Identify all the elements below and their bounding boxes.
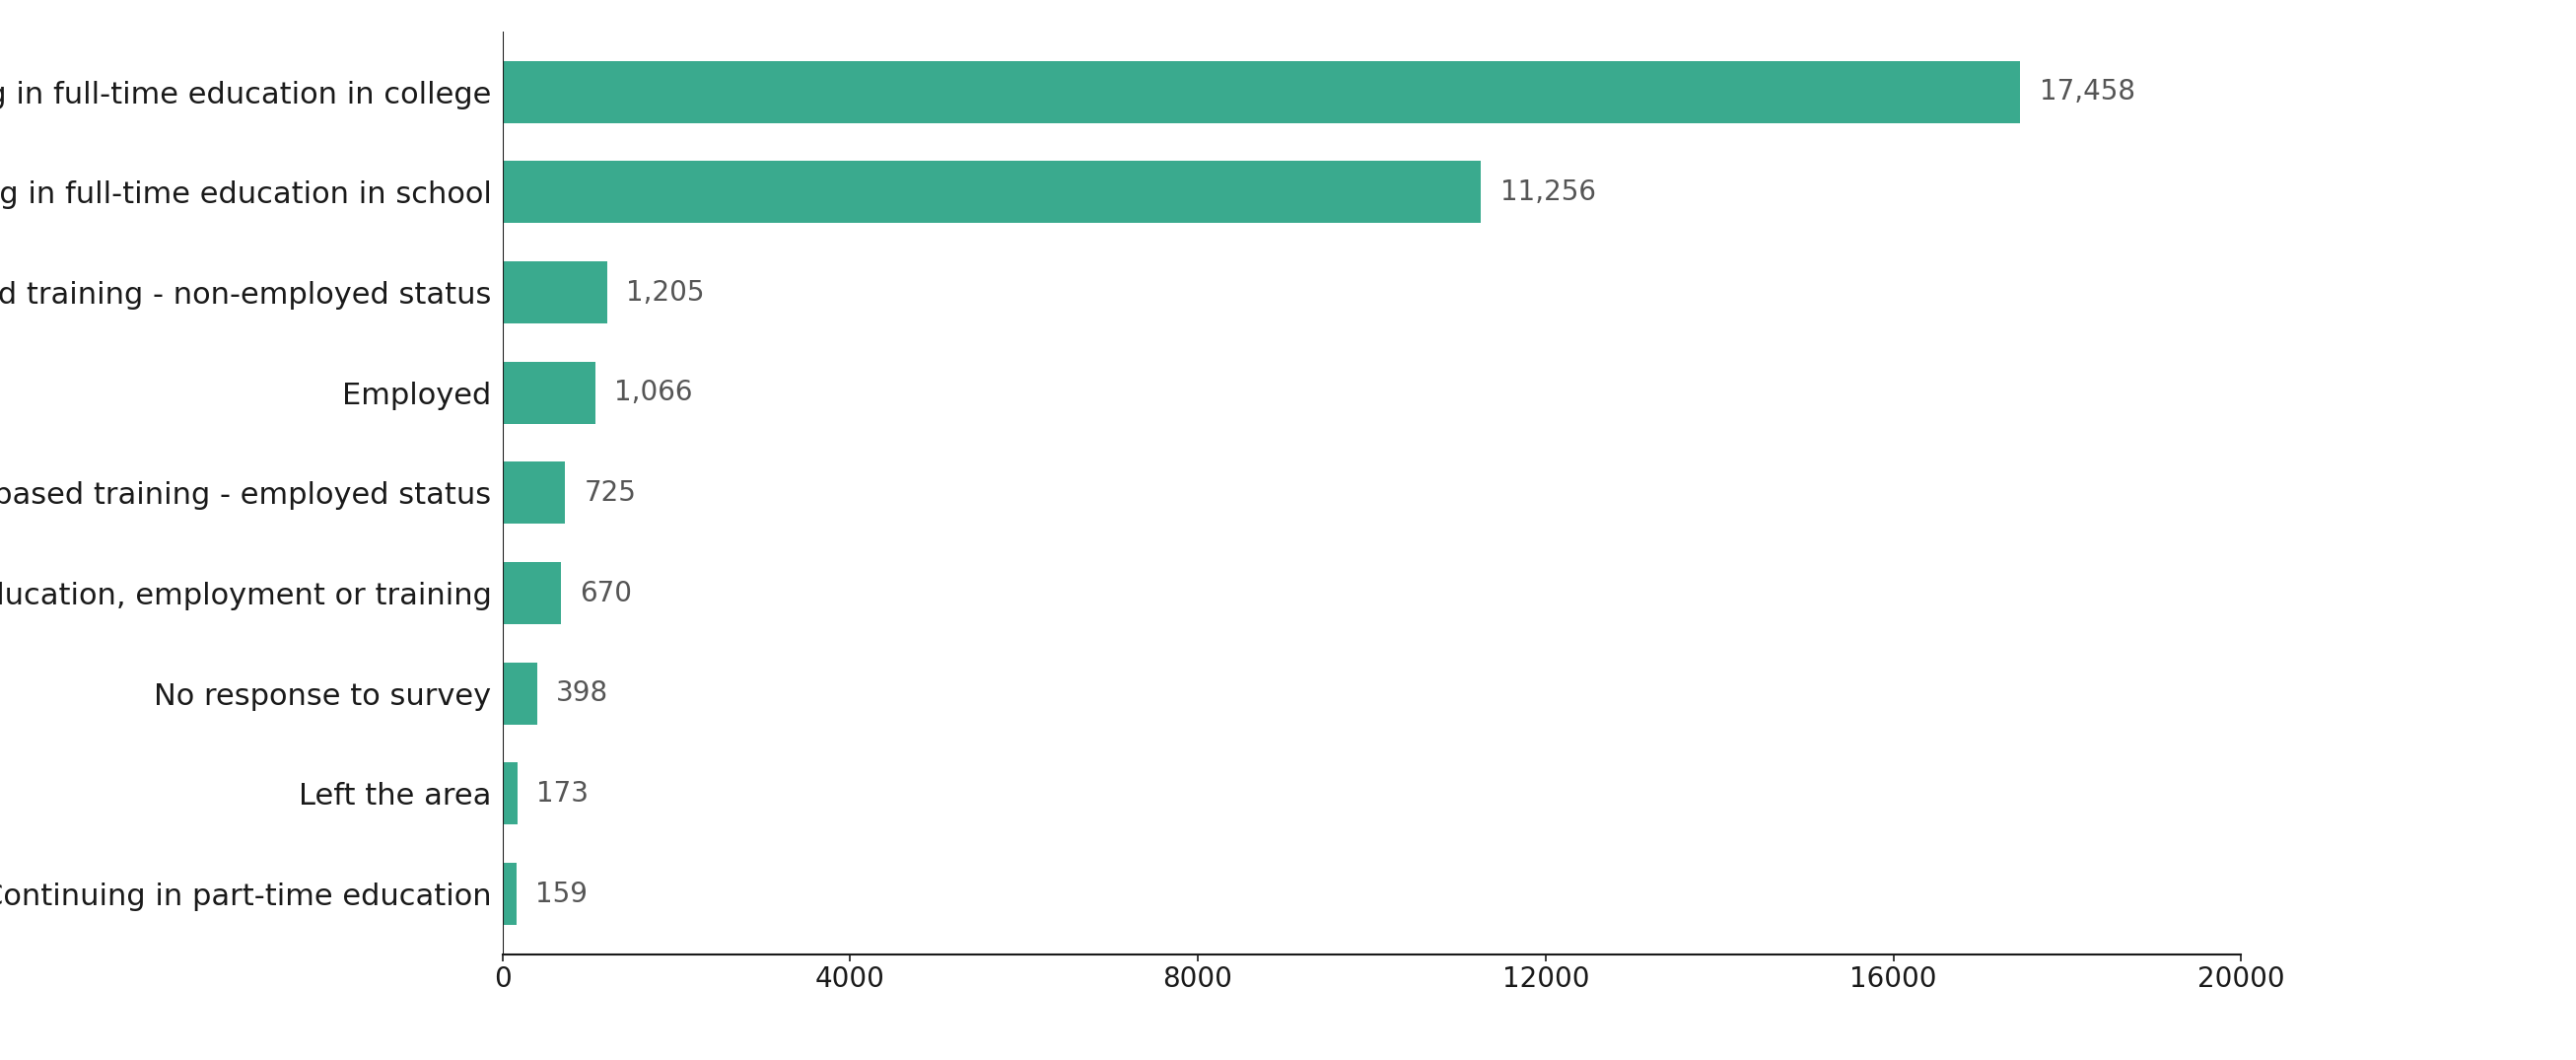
Bar bbox=[502, 762, 518, 825]
Bar bbox=[502, 662, 536, 724]
Text: 398: 398 bbox=[556, 679, 608, 707]
Text: 725: 725 bbox=[585, 479, 636, 507]
Text: 670: 670 bbox=[580, 580, 631, 607]
Text: 1,066: 1,066 bbox=[613, 378, 693, 406]
Text: 173: 173 bbox=[536, 780, 590, 808]
Text: 1,205: 1,205 bbox=[626, 279, 706, 306]
Bar bbox=[502, 60, 2020, 123]
Bar bbox=[502, 361, 595, 424]
Bar bbox=[502, 161, 1481, 224]
Text: 17,458: 17,458 bbox=[2040, 78, 2136, 106]
Bar bbox=[502, 262, 608, 323]
Bar bbox=[502, 462, 564, 524]
Bar bbox=[502, 863, 515, 925]
Text: 159: 159 bbox=[536, 880, 587, 907]
Text: 11,256: 11,256 bbox=[1499, 178, 1595, 206]
Bar bbox=[502, 562, 562, 624]
